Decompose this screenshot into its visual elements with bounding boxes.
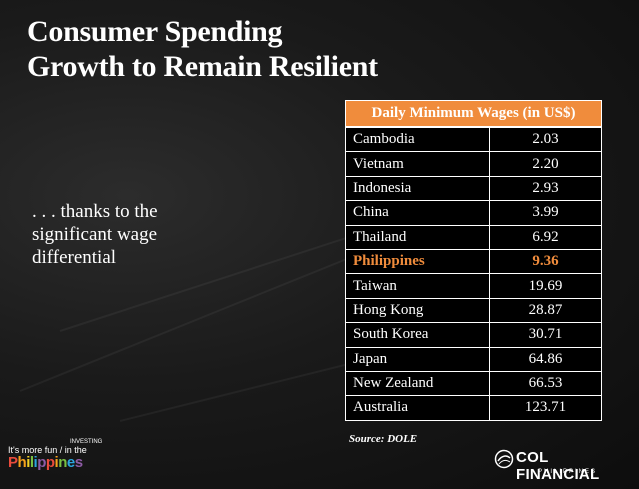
wage-value-cell: 2.03 xyxy=(489,126,602,153)
wage-value-cell: 2.20 xyxy=(489,151,602,177)
logo-letter: i xyxy=(26,454,30,471)
source-note: Source: DOLE xyxy=(349,433,418,445)
table-row: Thailand 6.92 xyxy=(345,224,602,250)
its-more-fun-logo: INVESTING It's more fun / in the Philipp… xyxy=(8,439,102,470)
country-cell: Cambodia xyxy=(345,126,490,153)
logo-letter: i xyxy=(33,454,38,471)
wage-value-cell: 19.69 xyxy=(489,273,602,299)
country-cell: Philippines xyxy=(345,248,490,275)
logo-letter: P xyxy=(8,454,18,471)
logo-letter: i xyxy=(54,454,59,471)
wage-differential-note: . . . thanks to the significant wage dif… xyxy=(32,201,158,268)
table-row: Taiwan 19.69 xyxy=(345,273,602,299)
wage-value-cell: 3.99 xyxy=(489,200,602,226)
table-row: Australia 123.71 xyxy=(345,395,602,421)
country-cell: Australia xyxy=(345,395,490,421)
country-cell: South Korea xyxy=(345,322,490,348)
slide-title-line1: Consumer Spending xyxy=(27,15,283,48)
table-row: China 3.99 xyxy=(345,200,602,226)
wage-value-cell: 66.53 xyxy=(489,370,602,397)
table-row: New Zealand 66.53 xyxy=(345,370,602,397)
logo-tagline-part1: It's more fun xyxy=(8,445,58,455)
country-cell: Thailand xyxy=(345,224,490,250)
table-row: South Korea 30.71 xyxy=(345,322,602,348)
slide-title-line2: Growth to Remain Resilient xyxy=(27,50,378,83)
country-cell: New Zealand xyxy=(345,370,490,397)
wage-table-header: Daily Minimum Wages (in US$) xyxy=(345,100,602,127)
table-row: Vietnam 2.20 xyxy=(345,151,602,177)
table-row: Indonesia 2.93 xyxy=(345,175,602,202)
logo-investing-text: INVESTING xyxy=(70,439,103,445)
table-row: Cambodia 2.03 xyxy=(345,126,602,153)
logo-letter: e xyxy=(66,454,75,471)
wage-value-cell: 9.36 xyxy=(489,248,602,275)
wage-value-cell: 64.86 xyxy=(489,346,602,372)
col-financial-sub: PHILIPPINES xyxy=(538,469,598,475)
country-cell: Taiwan xyxy=(345,273,490,299)
logo-letter: l xyxy=(29,454,34,471)
logo-tagline-part2: in the xyxy=(64,445,87,455)
logo-letter: p xyxy=(45,454,55,471)
country-cell: China xyxy=(345,200,490,226)
country-cell: Hong Kong xyxy=(345,297,490,324)
slide-title: Consumer Spending Growth to Remain Resil… xyxy=(27,14,378,84)
country-cell: Vietnam xyxy=(345,151,490,177)
wage-value-cell: 30.71 xyxy=(489,322,602,348)
table-row: Japan 64.86 xyxy=(345,346,602,372)
logo-philippines-word: Philippines xyxy=(8,455,87,470)
wage-value-cell: 2.93 xyxy=(489,175,602,202)
table-row: Hong Kong 28.87 xyxy=(345,297,602,324)
table-row: Philippines 9.36 xyxy=(345,248,602,275)
country-cell: Japan xyxy=(345,346,490,372)
wage-table-container: Daily Minimum Wages (in US$) Cambodia 2.0… xyxy=(345,100,602,421)
logo-letter: p xyxy=(37,454,46,471)
logo-tagline: It's more fun / in the xyxy=(8,445,87,455)
logo-letter: h xyxy=(17,454,27,471)
wage-table: Cambodia 2.03 Vietnam 2.20 Indonesia 2.93 Chin… xyxy=(345,126,602,421)
col-swirl-icon xyxy=(494,449,514,469)
wage-value-cell: 123.71 xyxy=(489,395,602,421)
country-cell: Indonesia xyxy=(345,175,490,202)
logo-letter: s xyxy=(74,454,83,471)
logo-letter: n xyxy=(58,454,67,471)
wage-value-cell: 28.87 xyxy=(489,297,602,324)
wage-value-cell: 6.92 xyxy=(489,224,602,250)
col-financial-name: COL FINANCIAL xyxy=(516,449,600,483)
